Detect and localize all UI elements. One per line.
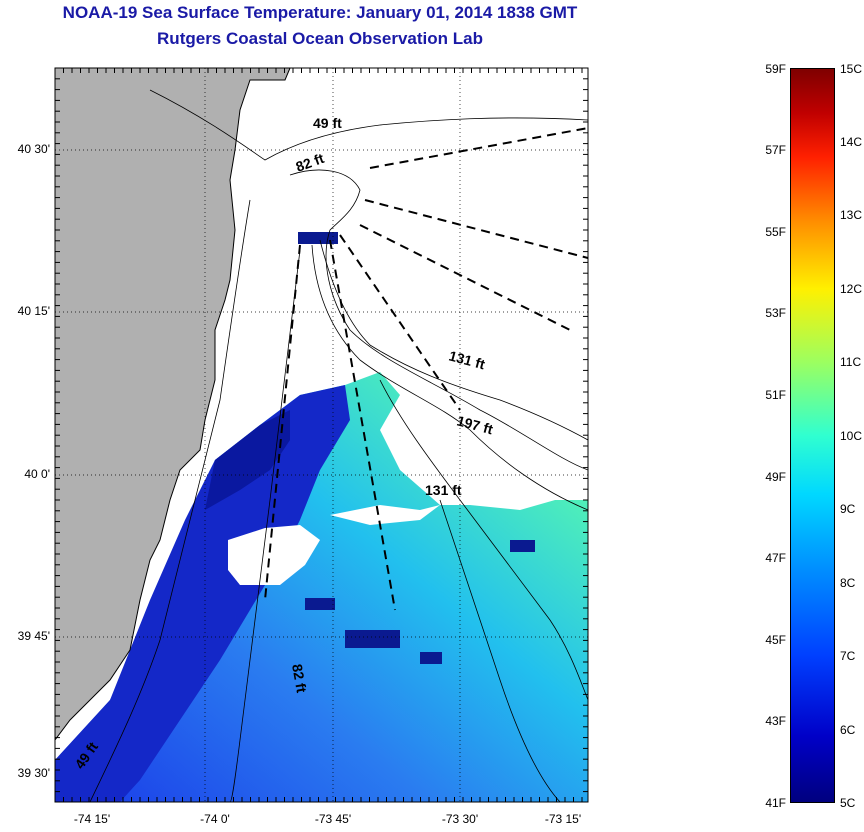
depth-label: 82 ft — [294, 150, 327, 175]
colorbar-f-label: 49F — [765, 470, 786, 484]
cold-patch — [420, 652, 442, 664]
contour-shelf — [379, 379, 588, 701]
contour-49ft — [149, 89, 588, 161]
depth-label: 197 ft — [455, 412, 495, 437]
colorbar-f-label: 53F — [765, 306, 786, 320]
lon-tick-label: -73 45' — [314, 812, 352, 826]
contour-131ft — [319, 239, 588, 441]
map-subtitle: Rutgers Coastal Ocean Observation Lab — [157, 29, 483, 48]
cloud-gap — [330, 505, 440, 525]
colorbar-c-label: 10C — [840, 429, 863, 443]
temperature-colorbar — [790, 68, 835, 803]
colorbar-f-label: 55F — [765, 225, 786, 239]
colorbar-c-label: 9C — [840, 502, 856, 516]
cloud-gap — [228, 525, 320, 585]
lon-tick-label: -73 15' — [544, 812, 582, 826]
cold-patch — [345, 630, 400, 648]
colorbar-c-label: 11C — [840, 355, 862, 369]
land-new-jersey — [55, 68, 290, 740]
colorbar-c-label: 14C — [840, 135, 863, 149]
colorbar-c-label: 7C — [840, 649, 856, 663]
colorbar-f-label: 45F — [765, 633, 786, 647]
map-title: NOAA-19 Sea Surface Temperature: January… — [62, 3, 578, 22]
lat-tick-label: 40 15' — [17, 304, 50, 318]
sst-deep-cold — [205, 410, 290, 510]
lat-tick-label: 40 30' — [17, 142, 50, 156]
depth-label: 131 ft — [425, 482, 462, 498]
cold-patch — [305, 598, 335, 610]
contour-coastal — [89, 199, 251, 802]
lon-tick-label: -74 0' — [200, 812, 230, 826]
contour-mid — [229, 249, 301, 802]
lon-tick-label: -73 30' — [441, 812, 479, 826]
colorbar-f-label: 43F — [765, 714, 786, 728]
lat-tick-label: 39 30' — [17, 766, 50, 780]
colorbar-c-label: 5C — [840, 796, 856, 810]
lat-tick-label: 40 0' — [24, 467, 50, 481]
colorbar-c-label: 6C — [840, 723, 856, 737]
colorbar-c-label: 13C — [840, 208, 863, 222]
colorbar-f-label: 41F — [765, 796, 786, 810]
colorbar-f-label: 59F — [765, 62, 786, 76]
cold-patch — [510, 540, 535, 552]
contour-east — [439, 499, 561, 802]
depth-label: 49 ft — [313, 115, 342, 131]
colorbar-f-label: 47F — [765, 551, 786, 565]
depth-label: 131 ft — [447, 347, 487, 372]
colorbar-c-label: 8C — [840, 576, 856, 590]
land-long-island — [100, 68, 140, 100]
cold-patch — [298, 232, 338, 244]
transect-lines — [264, 127, 588, 611]
grid — [55, 68, 588, 802]
contour-197ft — [311, 244, 588, 511]
colorbar-c-label: 15C — [840, 62, 863, 76]
colorbar-f-label: 51F — [765, 388, 786, 402]
lat-tick-label: 39 45' — [17, 629, 50, 643]
contour-82ft — [289, 169, 588, 471]
depth-label: 82 ft — [289, 663, 310, 694]
lon-tick-label: -74 15' — [73, 812, 111, 826]
colorbar-c-label: 12C — [840, 282, 863, 296]
colorbar-f-label: 57F — [765, 143, 786, 157]
